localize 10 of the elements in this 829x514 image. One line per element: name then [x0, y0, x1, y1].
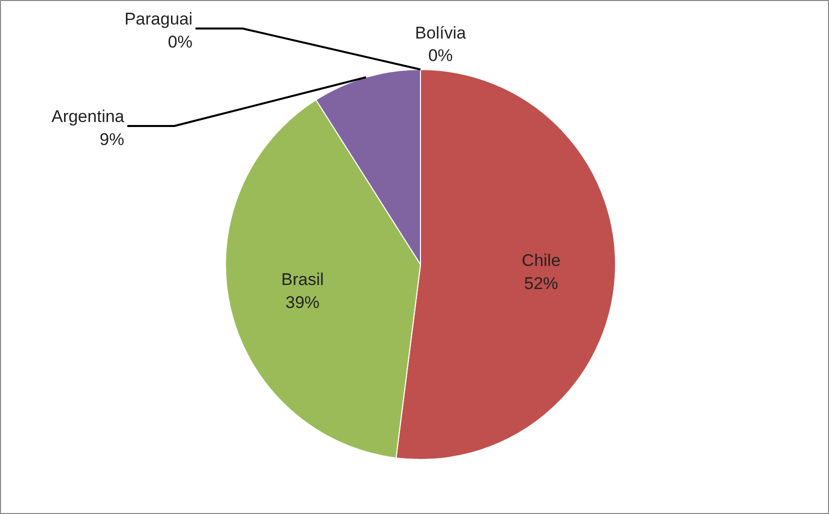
text: 0%	[428, 46, 453, 66]
data-label: 39%	[286, 292, 320, 312]
data-label: 52%	[524, 274, 558, 293]
category-label: Bolívia	[414, 23, 466, 42]
slice-label: Chile	[522, 251, 561, 270]
category-label: Paraguai	[124, 10, 193, 29]
data-label: 9%	[100, 130, 124, 149]
slice-label: Argentina	[51, 107, 125, 126]
text: 0%	[168, 32, 193, 52]
slice-label: Brasil	[281, 270, 324, 289]
